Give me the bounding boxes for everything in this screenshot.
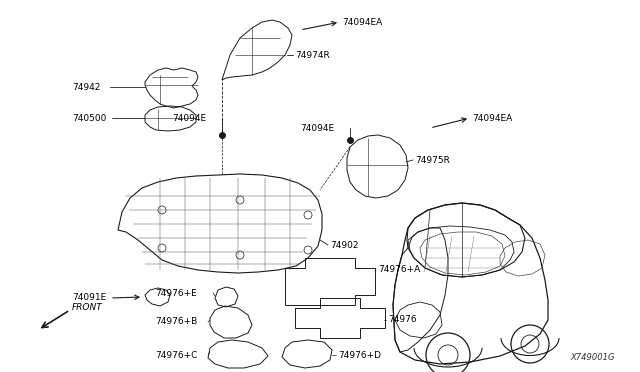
Text: 74094EA: 74094EA — [472, 113, 512, 122]
Text: 74091E: 74091E — [72, 294, 106, 302]
Text: 74975R: 74975R — [415, 155, 450, 164]
Text: FRONT: FRONT — [72, 304, 103, 312]
Text: 74094E: 74094E — [300, 124, 334, 132]
Text: 74902: 74902 — [330, 241, 358, 250]
Text: 74976+E: 74976+E — [155, 289, 196, 298]
Text: 74974R: 74974R — [295, 51, 330, 60]
Text: 74976+C: 74976+C — [155, 350, 197, 359]
Text: 74976+B: 74976+B — [155, 317, 197, 327]
Text: 740500: 740500 — [72, 113, 106, 122]
Text: 74094E: 74094E — [172, 113, 206, 122]
Text: 74976: 74976 — [388, 315, 417, 324]
Text: 74976+A: 74976+A — [378, 266, 420, 275]
Text: X749001G: X749001G — [570, 353, 615, 362]
Text: 74942: 74942 — [72, 83, 100, 92]
Text: 74976+D: 74976+D — [338, 350, 381, 359]
Text: 74094EA: 74094EA — [342, 17, 382, 26]
